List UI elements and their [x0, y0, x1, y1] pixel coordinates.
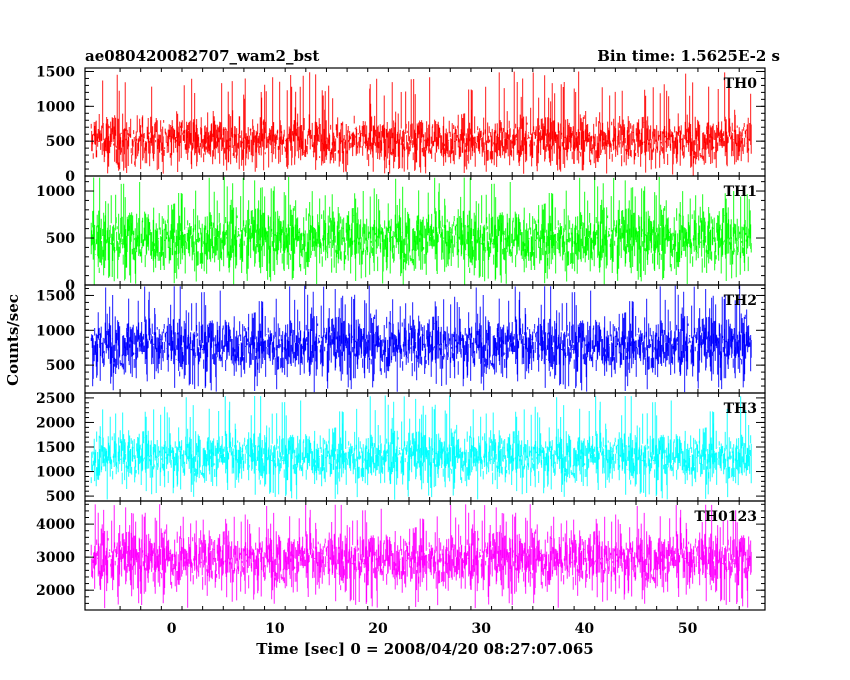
- panel-label-th2: TH2: [724, 293, 757, 309]
- series-trace-th0123: [90, 504, 752, 609]
- series-trace-th2: [90, 285, 752, 393]
- y-tick-label: 2500: [36, 391, 75, 407]
- y-tick-label: 1000: [36, 99, 75, 115]
- y-tick-label: 3000: [36, 550, 75, 566]
- y-tick-label: 500: [46, 134, 75, 150]
- series-trace-th1: [90, 177, 752, 285]
- panel-label-th0: TH0: [724, 76, 758, 92]
- x-tick-label: 0: [167, 621, 177, 637]
- panel-frame-th0123: [84, 500, 766, 611]
- y-axis-label: Counts/sec: [4, 294, 22, 386]
- series-trace-th0: [90, 71, 752, 176]
- bin-time-label: Bin time: 1.5625E-2 s: [597, 47, 780, 65]
- x-tick-label: 20: [368, 621, 388, 637]
- x-tick-label: 50: [678, 621, 698, 637]
- panel-label-th0123: TH0123: [694, 509, 757, 525]
- panel-label-th3: TH3: [724, 401, 757, 417]
- panel-label-th1: TH1: [724, 184, 757, 200]
- y-tick-label: 500: [46, 231, 75, 247]
- y-tick-label: 2000: [36, 583, 75, 599]
- x-tick-label: 40: [575, 621, 595, 637]
- x-axis-label: Time [sec] 0 = 2008/04/20 08:27:07.065: [256, 640, 593, 658]
- y-tick-label: 1000: [36, 465, 75, 481]
- y-tick-label: 2000: [36, 415, 75, 431]
- y-tick-label: 1000: [36, 184, 75, 200]
- chart-title: ae080420082707_wam2_bst: [85, 47, 319, 65]
- y-tick-label: 500: [46, 358, 75, 374]
- series-trace-th3: [90, 395, 752, 500]
- y-tick-label: 1500: [36, 440, 75, 456]
- y-tick-label: 4000: [36, 517, 75, 533]
- y-tick-label: 1500: [36, 288, 75, 304]
- x-tick-label: 30: [471, 621, 491, 637]
- y-tick-label: 0: [65, 169, 75, 185]
- y-tick-label: 0: [65, 278, 75, 294]
- x-tick-label: 10: [265, 621, 285, 637]
- y-tick-label: 1500: [36, 64, 75, 80]
- y-tick-label: 1000: [36, 323, 75, 339]
- y-tick-label: 500: [46, 489, 75, 505]
